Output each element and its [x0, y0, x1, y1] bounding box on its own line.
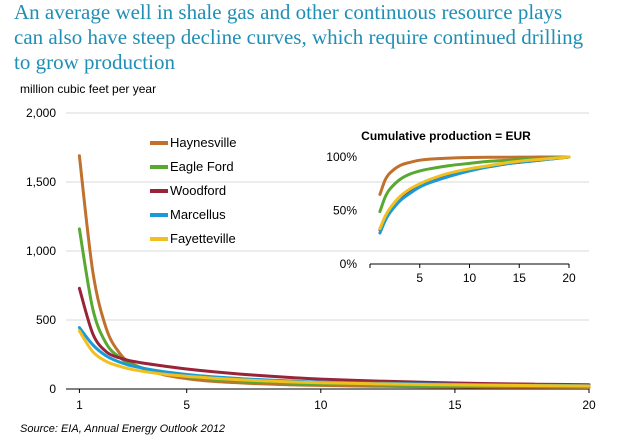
inset-x-tick-label: 15	[513, 271, 527, 285]
y-tick-label: 1,500	[26, 175, 56, 189]
x-tick-label: 5	[183, 398, 190, 412]
inset-y-tick-label: 50%	[333, 204, 357, 218]
x-tick-label: 20	[582, 398, 596, 412]
inset-x-tick-label: 10	[463, 271, 477, 285]
source-note: Source: EIA, Annual Energy Outlook 2012	[20, 423, 226, 435]
legend-label: Fayetteville	[170, 231, 236, 246]
x-tick-label: 10	[314, 398, 328, 412]
headline-line-2: can also have steep decline curves, whic…	[14, 25, 584, 49]
y-tick-label: 500	[36, 313, 56, 327]
legend-label: Marcellus	[170, 207, 226, 222]
inset-x-tick-label: 5	[416, 271, 423, 285]
headline-line-1: An average well in shale gas and other c…	[14, 0, 563, 24]
series-line-marcellus	[77, 326, 591, 388]
legend-label: Eagle Ford	[170, 159, 234, 174]
headline-line-3: to grow production	[14, 50, 175, 74]
inset-x-tick-label: 20	[562, 271, 576, 285]
inset-series-line-5	[378, 155, 571, 231]
series-line-eagle-ford	[77, 227, 591, 389]
headline: An average well in shale gas and other c…	[14, 0, 620, 75]
inset-y-tick-label: 0%	[340, 257, 358, 271]
legend-label: Haynesville	[170, 135, 236, 150]
x-tick-label: 15	[448, 398, 462, 412]
inset-y-tick-label: 100%	[326, 150, 357, 164]
y-axis-label: million cubic feet per year	[20, 82, 157, 96]
inset-series-line-2	[378, 155, 571, 214]
inset-title: Cumulative production = EUR	[361, 129, 531, 143]
y-tick-label: 0	[49, 382, 56, 396]
y-tick-label: 1,000	[26, 244, 56, 258]
x-tick-label: 1	[76, 398, 83, 412]
inset-series-line-1	[378, 155, 571, 196]
legend-label: Woodford	[170, 183, 226, 198]
series-line-fayetteville	[77, 329, 591, 388]
y-tick-label: 2,000	[26, 106, 56, 120]
